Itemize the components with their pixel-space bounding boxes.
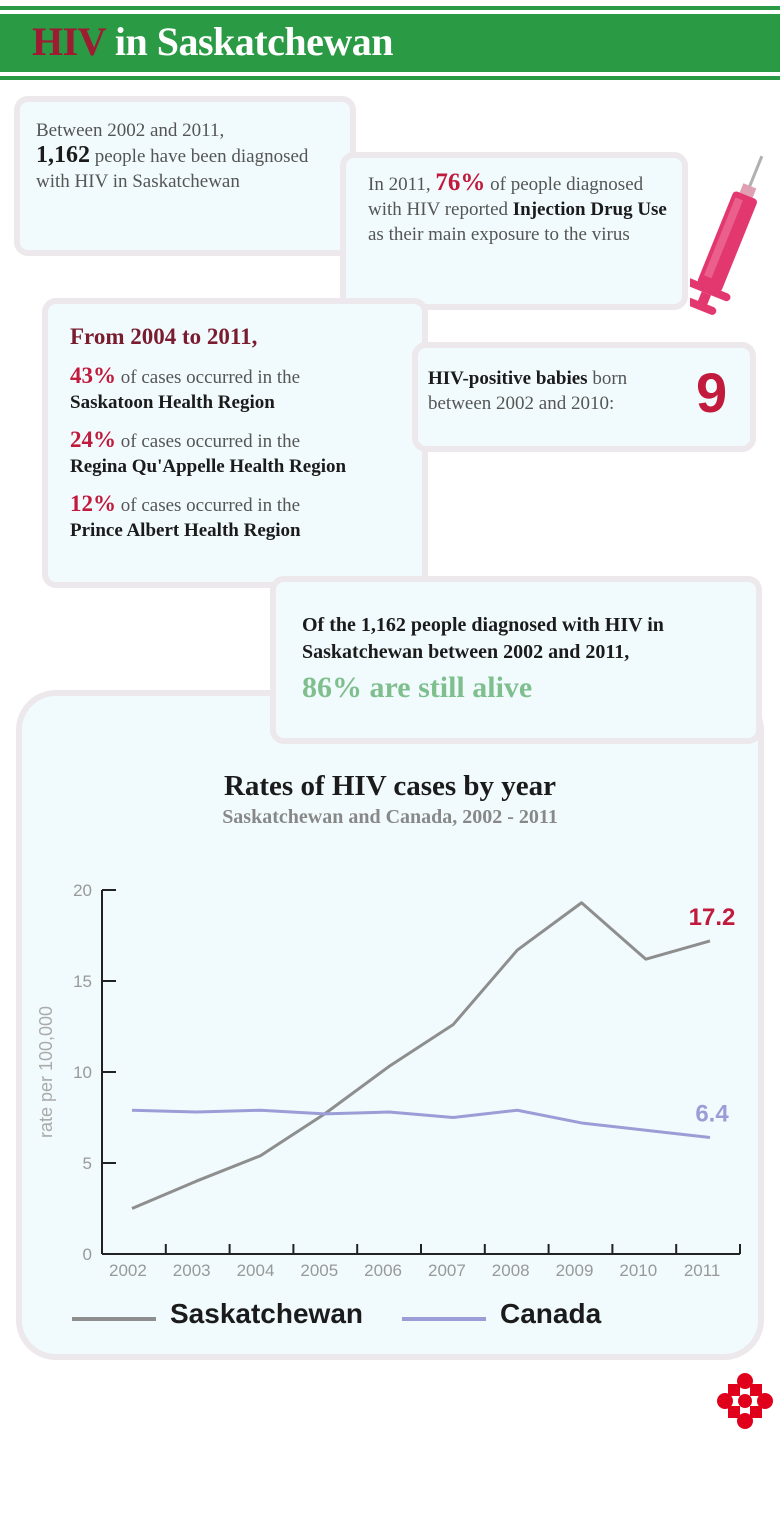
chart-title: Rates of HIV cases by year <box>223 770 557 802</box>
region-item: 12% of cases occurred in the Prince Alber… <box>70 491 430 543</box>
region-name: Regina Qu'Appelle Health Region <box>70 456 347 477</box>
regions-heading: From 2004 to 2011, <box>70 324 258 349</box>
stat-box-alive <box>270 576 762 744</box>
stat-injection-pct: 76% <box>435 169 486 196</box>
stat-injection-pre: In 2011, <box>368 174 436 195</box>
syringe-icon <box>690 155 764 315</box>
babies-text-rest: born between 2002 and 2010: <box>428 368 628 414</box>
x-tick-label: 2007 <box>428 1261 466 1280</box>
stat-box-injection <box>340 152 688 310</box>
series-line-canada <box>131 1108 711 1140</box>
x-tick-label: 2008 <box>492 1261 530 1280</box>
region-text: of cases occurred in the <box>116 367 301 388</box>
regions-text: From 2004 to 2011, 43% of cases occurred… <box>70 324 430 555</box>
stat-diagnosed-count: 1,162 <box>36 142 90 168</box>
y-tick-label: 5 <box>83 1154 92 1173</box>
y-tick-label: 20 <box>73 881 92 900</box>
legend-label-canada: Canada <box>500 1298 602 1329</box>
legend-swatch-canada <box>402 1317 486 1321</box>
alive-line: Of the 1,162 people diagnosed with HIV i… <box>302 614 664 663</box>
region-item: 24% of cases occurred in the Regina Qu'Ap… <box>70 427 430 479</box>
x-tick-label: 2011 <box>684 1261 721 1280</box>
title-rest: in Saskatchewan <box>105 19 394 64</box>
region-text: of cases occurred in the <box>116 495 301 516</box>
y-axis-title: rate per 100,000 <box>36 1006 56 1138</box>
stat-injection-text: In 2011, 76% of people diagnosed with HI… <box>368 170 678 247</box>
y-tick-label: 0 <box>83 1245 92 1264</box>
region-name: Prince Albert Health Region <box>70 520 301 541</box>
chart-subtitle: Saskatchewan and Canada, 2002 - 2011 <box>222 806 558 828</box>
region-pct: 12% <box>70 491 116 516</box>
x-tick-label: 2003 <box>173 1261 211 1280</box>
x-tick-label: 2006 <box>364 1261 402 1280</box>
x-tick-label: 2004 <box>237 1261 275 1280</box>
series-line-saskatchewan <box>131 901 711 1210</box>
region-name: Saskatoon Health Region <box>70 392 275 413</box>
region-pct: 24% <box>70 427 116 452</box>
region-pct: 43% <box>70 363 116 388</box>
banner-bar <box>0 10 780 72</box>
region-item: 43% of cases occurred in the Saskatoon He… <box>70 363 430 415</box>
end-label-saskatchewan: 17.2 <box>689 904 736 931</box>
stat-injection-post: as their main exposure to the virus <box>368 224 630 245</box>
babies-value: 9 <box>696 361 728 424</box>
stat-box-diagnosed <box>14 96 356 256</box>
stat-injection-mid: of people diagnosed with HIV reported <box>368 174 644 220</box>
stat-diagnosed-line1: Between 2002 and 2011, <box>36 120 225 141</box>
alive-stat: 86% are still alive <box>302 671 533 704</box>
title-banner: HIV in Saskatchewan <box>0 4 780 74</box>
babies-bold: HIV-positive babies <box>428 368 588 389</box>
stat-box-babies <box>412 342 756 452</box>
region-text: of cases occurred in the <box>116 431 301 452</box>
babies-text: HIV-positive babies born between 2002 an… <box>428 366 668 416</box>
stat-diagnosed-text: Between 2002 and 2011, 1,162 people have… <box>36 118 336 194</box>
legend-label-saskatchewan: Saskatchewan <box>170 1298 363 1329</box>
end-label-canada: 6.4 <box>695 1101 729 1128</box>
x-tick-label: 2005 <box>300 1261 338 1280</box>
cbc-logo-icon <box>717 1373 773 1429</box>
stat-diagnosed-line2: people have been diagnosed with HIV in S… <box>36 146 309 192</box>
legend-swatch-saskatchewan <box>72 1317 156 1321</box>
title-hiv: HIV <box>32 19 106 64</box>
x-tick-label: 2009 <box>556 1261 594 1280</box>
page-title: HIV in Saskatchewan <box>32 18 393 65</box>
x-tick-label: 2010 <box>619 1261 657 1280</box>
y-tick-label: 15 <box>73 972 92 991</box>
x-tick-label: 2002 <box>109 1261 147 1280</box>
y-tick-label: 10 <box>73 1063 92 1082</box>
chart-panel <box>16 690 764 1360</box>
stat-injection-bold: Injection Drug Use <box>512 199 667 220</box>
alive-text: Of the 1,162 people diagnosed with HIV i… <box>302 612 752 710</box>
